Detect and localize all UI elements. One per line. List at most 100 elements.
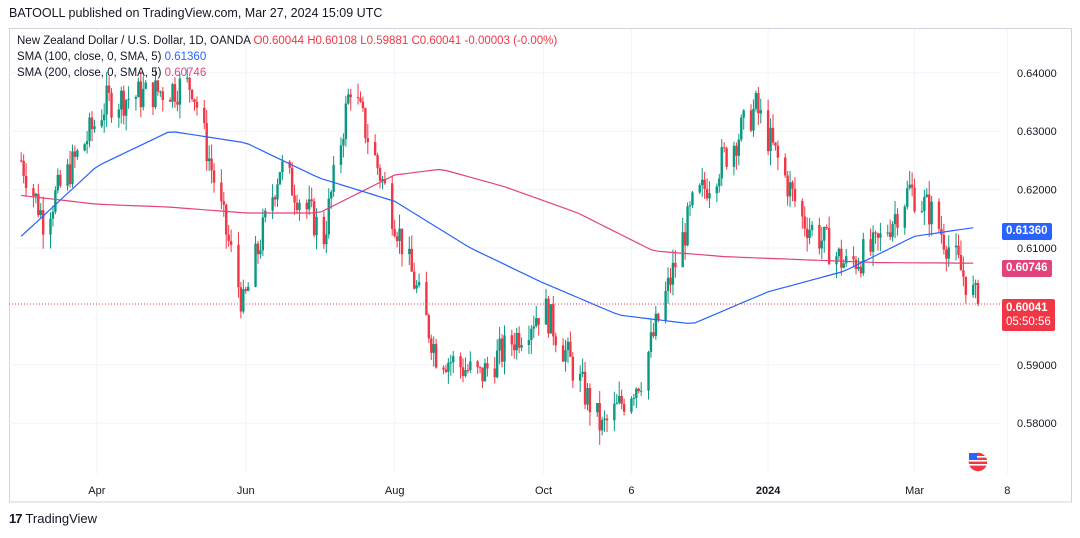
candle-body bbox=[698, 185, 701, 193]
candle-body bbox=[564, 350, 567, 362]
candle-body bbox=[786, 175, 789, 197]
candle-body bbox=[928, 194, 931, 225]
candle-body bbox=[347, 94, 350, 104]
candle-body bbox=[325, 234, 328, 245]
candle-body bbox=[239, 287, 243, 312]
candle-body bbox=[620, 395, 623, 404]
candle-body bbox=[190, 89, 194, 100]
candle-body bbox=[754, 93, 758, 109]
candle-body bbox=[613, 403, 616, 421]
candle-body bbox=[244, 289, 247, 291]
candle-body bbox=[908, 184, 911, 189]
candle-body bbox=[71, 151, 74, 185]
candle-body bbox=[547, 298, 550, 334]
candle-body bbox=[632, 397, 636, 399]
candle-body bbox=[600, 419, 604, 431]
price-axis[interactable]: 0.64000 0.63000 0.62000 0.61000 0.59000 0.580… bbox=[1017, 68, 1057, 430]
candle-body bbox=[210, 158, 213, 171]
candle-body bbox=[161, 91, 164, 100]
grid-lines bbox=[9, 29, 1008, 474]
candle-body bbox=[835, 256, 838, 265]
candle-body bbox=[561, 345, 565, 362]
candle-body bbox=[639, 390, 643, 392]
time-axis[interactable]: Apr Jun Aug Oct 6 2024 Mar 8 bbox=[9, 485, 1072, 503]
candle-body bbox=[339, 145, 343, 165]
candle-body bbox=[493, 368, 496, 378]
candle-body bbox=[207, 158, 211, 162]
candle-body bbox=[769, 127, 772, 152]
candle-body bbox=[669, 277, 672, 285]
candle-body bbox=[827, 228, 831, 265]
candle-body bbox=[171, 84, 174, 102]
candle-body bbox=[32, 188, 35, 196]
candle-body bbox=[810, 224, 814, 230]
candle-body bbox=[466, 370, 470, 372]
candle-body bbox=[766, 110, 770, 152]
low-value: L0.59881 bbox=[360, 35, 409, 47]
sma100-value: 0.61360 bbox=[164, 51, 207, 63]
candle-body bbox=[527, 339, 531, 346]
candle-body bbox=[586, 387, 589, 405]
sma100-label[interactable]: SMA (100, close, 0, SMA, 5) bbox=[17, 51, 162, 63]
candle-body bbox=[652, 332, 655, 337]
tradingview-logo-icon[interactable]: 17 bbox=[9, 511, 23, 526]
candle-body bbox=[920, 211, 924, 213]
open-value: O0.60044 bbox=[253, 35, 304, 47]
candle-body bbox=[888, 232, 892, 237]
candle-body bbox=[464, 370, 467, 376]
candle-body bbox=[974, 283, 977, 286]
candle-body bbox=[315, 216, 318, 236]
candle-body bbox=[852, 256, 855, 260]
x-tick-label: Apr bbox=[88, 485, 105, 497]
x-tick-label: Aug bbox=[385, 485, 405, 497]
candle-body bbox=[461, 367, 465, 376]
candle-body bbox=[801, 201, 804, 217]
candle-body bbox=[122, 90, 125, 116]
candle-body bbox=[784, 157, 787, 176]
candle-body bbox=[415, 285, 418, 289]
candle-body bbox=[76, 150, 79, 157]
candle-body bbox=[430, 338, 433, 353]
symbol-title[interactable]: New Zealand Dollar / U.S. Dollar, 1D, OA… bbox=[17, 35, 251, 47]
candle-body bbox=[862, 239, 865, 274]
candle-body bbox=[708, 193, 711, 199]
candle-body bbox=[845, 256, 848, 264]
candle-body bbox=[383, 179, 387, 184]
us-flag-icon[interactable] bbox=[967, 451, 989, 473]
candle-body bbox=[749, 110, 753, 131]
candle-body bbox=[635, 388, 638, 398]
candle-body bbox=[532, 326, 535, 329]
candle-body bbox=[110, 92, 113, 118]
candle-body bbox=[308, 199, 311, 210]
candle-body bbox=[49, 218, 52, 235]
candle-body bbox=[962, 270, 965, 277]
candle-body bbox=[544, 298, 548, 325]
candle-body bbox=[879, 233, 882, 238]
candle-body bbox=[24, 175, 28, 189]
candle-body bbox=[891, 224, 894, 237]
candle-body bbox=[654, 313, 658, 337]
candle-body bbox=[618, 395, 621, 403]
candle-body bbox=[261, 217, 265, 251]
candle-body bbox=[220, 182, 223, 202]
candle-body bbox=[442, 367, 445, 370]
candle-body bbox=[452, 356, 455, 363]
candle-body bbox=[66, 164, 69, 186]
candle-body bbox=[566, 341, 570, 351]
candle-body bbox=[774, 142, 777, 146]
candle-body bbox=[278, 172, 282, 185]
candle-body bbox=[715, 186, 719, 194]
flag-stripe bbox=[969, 456, 987, 458]
candle-body bbox=[395, 236, 399, 242]
candle-body bbox=[359, 97, 362, 102]
candle-body bbox=[305, 202, 308, 210]
candle-body bbox=[273, 197, 277, 200]
sma200-label[interactable]: SMA (200, close, 0, SMA, 5) bbox=[17, 67, 162, 79]
candle-body bbox=[530, 328, 533, 340]
candle-body bbox=[971, 285, 975, 295]
candle-body bbox=[376, 155, 379, 168]
candle-body bbox=[805, 228, 809, 239]
tradingview-brand[interactable]: TradingView bbox=[25, 511, 98, 526]
candle-body bbox=[100, 120, 103, 127]
